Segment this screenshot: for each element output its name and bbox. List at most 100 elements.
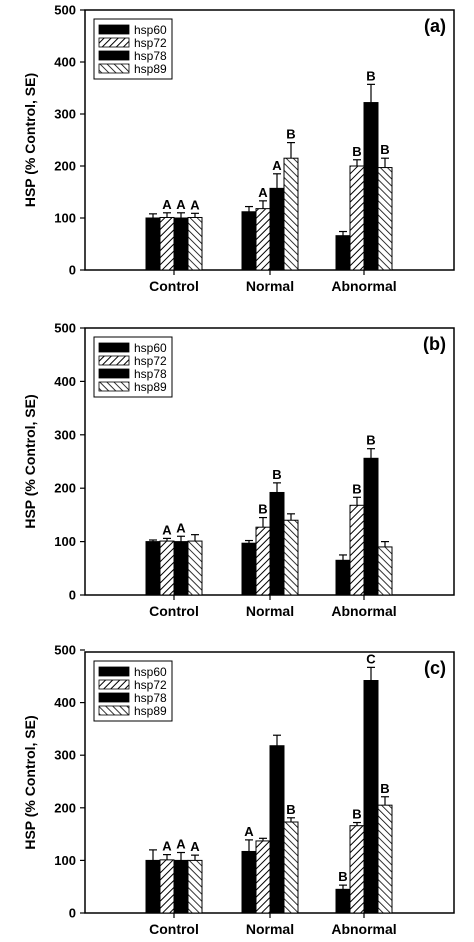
bar-hsp60 xyxy=(241,542,257,596)
bar-hsp72 xyxy=(349,504,365,596)
bar-hsp60 xyxy=(145,217,161,271)
bar-hsp89 xyxy=(187,540,203,596)
significance-label: B xyxy=(352,144,361,159)
y-tick-label: 400 xyxy=(54,695,76,710)
legend-entry: hsp78 xyxy=(134,691,167,705)
y-tick-label: 400 xyxy=(54,374,76,389)
bar-hsp78 xyxy=(269,187,285,271)
legend-entry: hsp60 xyxy=(134,23,167,37)
bar-hsp89 xyxy=(377,546,393,596)
y-tick-label: 300 xyxy=(54,427,76,442)
bar-hsp60 xyxy=(241,850,257,914)
bar-hsp72 xyxy=(349,825,365,914)
bar-hsp89 xyxy=(283,157,299,271)
category-label: Control xyxy=(149,278,199,294)
significance-label: A xyxy=(190,197,200,212)
significance-label: A xyxy=(272,158,282,173)
y-tick-label: 500 xyxy=(54,321,76,336)
legend-entry: hsp89 xyxy=(134,704,167,718)
legend-entry: hsp78 xyxy=(134,49,167,63)
y-tick-label: 500 xyxy=(54,3,76,18)
y-tick-label: 0 xyxy=(69,263,76,278)
category-label: Control xyxy=(149,603,199,619)
significance-label: A xyxy=(176,837,186,852)
y-axis-label: HSP (% Control, SE) xyxy=(22,73,38,207)
bar-hsp60 xyxy=(335,559,351,596)
significance-label: A xyxy=(176,520,186,535)
category-label: Normal xyxy=(246,603,294,619)
significance-label: B xyxy=(366,68,375,83)
significance-label: C xyxy=(366,651,376,666)
bar-hsp60 xyxy=(241,211,257,271)
bar-hsp89 xyxy=(283,519,299,596)
bar-hsp78 xyxy=(363,102,379,271)
significance-label: B xyxy=(366,433,375,448)
bar-hsp89 xyxy=(283,821,299,914)
category-label: Abnormal xyxy=(331,921,396,937)
significance-label: A xyxy=(162,522,172,537)
category-label: Normal xyxy=(246,921,294,937)
significance-label: B xyxy=(258,502,267,517)
y-tick-label: 200 xyxy=(54,159,76,174)
legend-entry: hsp72 xyxy=(134,354,167,368)
panel-label: (a) xyxy=(424,16,446,36)
category-label: Abnormal xyxy=(331,603,396,619)
bar-hsp72 xyxy=(255,208,271,271)
y-tick-label: 200 xyxy=(54,800,76,815)
significance-label: A xyxy=(162,197,172,212)
significance-label: B xyxy=(380,142,389,157)
bar-hsp72 xyxy=(349,165,365,271)
significance-label: A xyxy=(244,824,254,839)
legend-swatch-hsp89 xyxy=(98,63,130,74)
chart-panel-3: 0 100 200 300 400 500 HSP (% Control, SE) (c) Co… xyxy=(22,643,455,937)
bar-hsp89 xyxy=(187,859,203,914)
y-tick-label: 300 xyxy=(54,107,76,122)
legend-swatch-hsp60 xyxy=(98,342,130,353)
legend-swatch-hsp78 xyxy=(98,50,130,61)
bar-hsp72 xyxy=(159,859,175,914)
significance-label: B xyxy=(286,802,295,817)
significance-label: A xyxy=(176,197,186,212)
y-axis-label: HSP (% Control, SE) xyxy=(22,715,38,849)
bar-hsp60 xyxy=(335,888,351,914)
y-tick-label: 100 xyxy=(54,211,76,226)
chart-panel-1: 0 100 200 300 400 500 HSP (% Control, SE) (a) Co… xyxy=(22,3,455,294)
legend-swatch-hsp78 xyxy=(98,692,130,703)
y-tick-label: 200 xyxy=(54,481,76,496)
y-tick-label: 500 xyxy=(54,643,76,658)
significance-label: B xyxy=(286,127,295,142)
bar-hsp78 xyxy=(269,491,285,596)
significance-label: A xyxy=(162,839,172,854)
y-tick-label: 100 xyxy=(54,853,76,868)
bar-hsp78 xyxy=(269,745,285,914)
bar-hsp89 xyxy=(377,167,393,271)
legend-swatch-hsp72 xyxy=(98,355,130,366)
legend-entry: hsp89 xyxy=(134,380,167,394)
legend-entry: hsp60 xyxy=(134,665,167,679)
bar-hsp72 xyxy=(255,840,271,914)
panel-label: (b) xyxy=(423,334,446,354)
significance-label: A xyxy=(190,839,200,854)
legend-swatch-hsp72 xyxy=(98,37,130,48)
bar-hsp72 xyxy=(159,216,175,271)
chart-panel-2: 0 100 200 300 400 500 HSP (% Control, SE) (b) Co… xyxy=(22,321,455,619)
significance-label: B xyxy=(352,807,361,822)
y-tick-label: 300 xyxy=(54,748,76,763)
bar-hsp72 xyxy=(255,526,271,596)
bar-hsp78 xyxy=(363,457,379,596)
significance-label: B xyxy=(272,467,281,482)
legend-entry: hsp78 xyxy=(134,367,167,381)
significance-label: A xyxy=(258,185,268,200)
y-tick-label: 400 xyxy=(54,55,76,70)
bar-hsp78 xyxy=(173,859,189,914)
significance-label: B xyxy=(380,781,389,796)
chart-panels: 0 100 200 300 400 500 HSP (% Control, SE) (a) Co… xyxy=(22,3,455,937)
bar-hsp78 xyxy=(173,217,189,271)
legend-swatch-hsp78 xyxy=(98,368,130,379)
legend-swatch-hsp60 xyxy=(98,24,130,35)
y-tick-label: 100 xyxy=(54,534,76,549)
category-label: Control xyxy=(149,921,199,937)
legend-entry: hsp72 xyxy=(134,678,167,692)
legend-swatch-hsp89 xyxy=(98,381,130,392)
bar-hsp60 xyxy=(145,859,161,914)
